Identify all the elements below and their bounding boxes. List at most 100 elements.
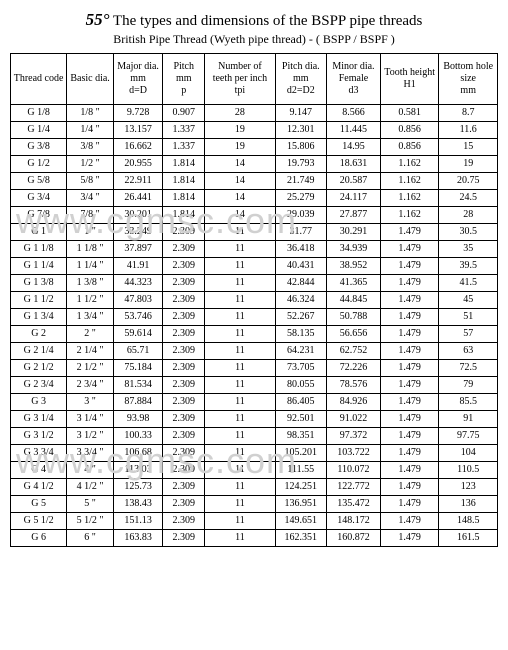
table-cell: 105.201 [275,445,327,462]
table-cell: 1.479 [380,530,439,547]
page-container: 55° The types and dimensions of the BSPP… [10,10,498,547]
table-cell: 7/8 " [67,207,114,224]
table-cell: 1.814 [163,190,205,207]
table-cell: 136.951 [275,496,327,513]
table-cell: 30.5 [439,224,498,241]
table-cell: 11 [205,530,275,547]
table-cell: G 2 [11,326,67,343]
table-row: G 2 1/42 1/4 "65.712.3091164.23162.7521.… [11,343,498,360]
table-cell: 1 1/4 " [67,258,114,275]
table-cell: 56.656 [327,326,381,343]
column-header: Minor dia.Femaled3 [327,54,381,105]
table-cell: 2.309 [163,343,205,360]
table-cell: 11 [205,326,275,343]
table-cell: 28 [439,207,498,224]
table-cell: 20.587 [327,173,381,190]
table-cell: 11 [205,411,275,428]
table-cell: 1.814 [163,207,205,224]
table-cell: 5 1/2 " [67,513,114,530]
table-cell: 11 [205,479,275,496]
table-cell: 1.479 [380,479,439,496]
table-row: G 3 3/43 3/4 "106.682.30911105.201103.72… [11,445,498,462]
table-row: G 1 3/41 3/4 "53.7462.3091152.26750.7881… [11,309,498,326]
table-cell: 1.479 [380,394,439,411]
table-row: G 1/41/4 "13.1571.3371912.30111.4450.856… [11,122,498,139]
table-cell: 2.309 [163,360,205,377]
table-cell: 19.793 [275,156,327,173]
table-cell: 110.5 [439,462,498,479]
column-header: Basic dia. [67,54,114,105]
table-cell: 2.309 [163,309,205,326]
table-cell: 11 [205,241,275,258]
table-cell: 53.746 [114,309,163,326]
table-cell: 2.309 [163,275,205,292]
table-cell: 1.479 [380,275,439,292]
table-cell: 2.309 [163,530,205,547]
table-cell: 41.365 [327,275,381,292]
table-cell: 2 1/4 " [67,343,114,360]
table-cell: 42.844 [275,275,327,292]
table-cell: G 7/8 [11,207,67,224]
table-cell: 1 1/8 " [67,241,114,258]
table-cell: G 1 3/8 [11,275,67,292]
column-header: Pitchmmp [163,54,205,105]
table-cell: 0.907 [163,105,205,122]
table-cell: 1/8 " [67,105,114,122]
table-cell: 2.309 [163,326,205,343]
column-header: Tooth heightH1 [380,54,439,105]
table-cell: 0.581 [380,105,439,122]
table-cell: 3/8 " [67,139,114,156]
table-cell: 1.337 [163,139,205,156]
table-cell: 91 [439,411,498,428]
table-cell: G 1 1/8 [11,241,67,258]
table-cell: 1.479 [380,496,439,513]
table-cell: 91.022 [327,411,381,428]
table-cell: 19 [205,122,275,139]
table-cell: 11 [205,428,275,445]
table-cell: 85.5 [439,394,498,411]
table-cell: 1.479 [380,343,439,360]
table-cell: 2.309 [163,411,205,428]
table-cell: 38.952 [327,258,381,275]
table-cell: 15.806 [275,139,327,156]
table-cell: 100.33 [114,428,163,445]
table-cell: 78.576 [327,377,381,394]
table-cell: G 3 3/4 [11,445,67,462]
table-cell: 63 [439,343,498,360]
table-row: G 22 "59.6142.3091158.13556.6561.47957 [11,326,498,343]
column-header: Thread code [11,54,67,105]
table-cell: 11 [205,292,275,309]
table-cell: 11 [205,258,275,275]
table-cell: 11 [205,224,275,241]
table-cell: 1/2 " [67,156,114,173]
table-cell: 52.267 [275,309,327,326]
table-row: G 5/85/8 "22.9111.8141421.74920.5871.162… [11,173,498,190]
table-cell: G 4 1/2 [11,479,67,496]
table-row: G 1 1/81 1/8 "37.8972.3091136.41834.9391… [11,241,498,258]
table-cell: 21.749 [275,173,327,190]
table-cell: 73.705 [275,360,327,377]
table-cell: 20.75 [439,173,498,190]
table-cell: 86.405 [275,394,327,411]
table-cell: 103.722 [327,445,381,462]
table-cell: 29.039 [275,207,327,224]
table-cell: 35 [439,241,498,258]
table-cell: G 5 1/2 [11,513,67,530]
table-cell: 135.472 [327,496,381,513]
table-cell: G 3/8 [11,139,67,156]
table-cell: 25.279 [275,190,327,207]
table-cell: 31.77 [275,224,327,241]
table-cell: 162.351 [275,530,327,547]
table-cell: 11 [205,462,275,479]
table-cell: 1.162 [380,156,439,173]
table-cell: 72.5 [439,360,498,377]
table-cell: 1.479 [380,258,439,275]
table-cell: 3 1/2 " [67,428,114,445]
table-cell: 1.479 [380,377,439,394]
table-cell: 1.814 [163,173,205,190]
table-cell: 149.651 [275,513,327,530]
table-cell: 50.788 [327,309,381,326]
table-cell: G 1 1/4 [11,258,67,275]
table-cell: G 1 1/2 [11,292,67,309]
table-cell: 8.566 [327,105,381,122]
